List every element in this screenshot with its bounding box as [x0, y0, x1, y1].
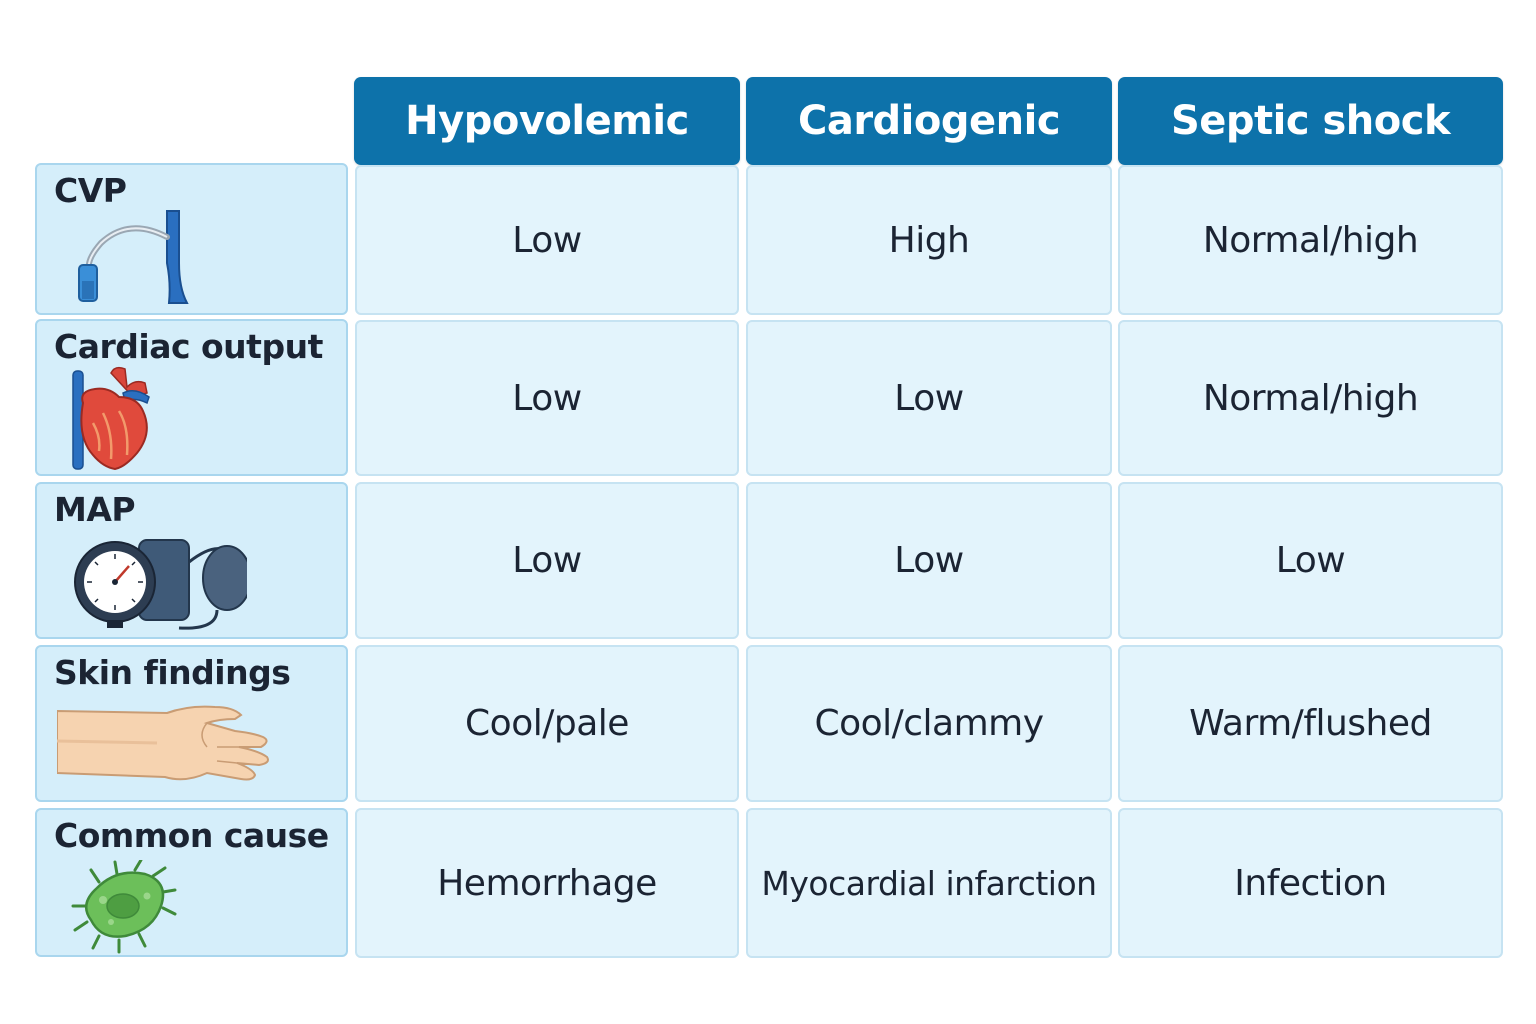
cell-cvp-hypovolemic: Low — [355, 165, 739, 315]
row-label-text: Skin findings — [54, 653, 291, 692]
row-label-common-cause: Common cause — [35, 808, 348, 957]
cell-map-septic-shock: Low — [1118, 482, 1503, 639]
cell-cardiac-output-cardiogenic: Low — [746, 320, 1112, 476]
cell-value: Cool/clammy — [814, 703, 1044, 744]
cell-value: Myocardial infarction — [761, 863, 1097, 903]
heart-icon — [72, 366, 150, 471]
hand-arm-icon — [57, 705, 269, 781]
cell-common-cause-cardiogenic: Myocardial infarction — [746, 808, 1112, 958]
cell-value: Low — [512, 540, 582, 581]
column-header-cardiogenic: Cardiogenic — [746, 77, 1112, 165]
column-header-label: Septic shock — [1170, 98, 1451, 144]
cell-cardiac-output-hypovolemic: Low — [355, 320, 739, 476]
cell-common-cause-hypovolemic: Hemorrhage — [355, 808, 739, 958]
column-header-label: Hypovolemic — [405, 98, 689, 144]
row-label-skin-findings: Skin findings — [35, 645, 348, 802]
row-label-map: MAP — [35, 482, 348, 639]
column-header-hypovolemic: Hypovolemic — [354, 77, 740, 165]
cell-common-cause-septic-shock: Infection — [1118, 808, 1503, 958]
cell-cardiac-output-septic-shock: Normal/high — [1118, 320, 1503, 476]
cell-value: Low — [512, 377, 582, 419]
cell-cvp-cardiogenic: High — [746, 165, 1112, 315]
column-header-label: Cardiogenic — [797, 98, 1061, 144]
cell-value: Infection — [1234, 862, 1387, 904]
row-label-text: CVP — [54, 171, 127, 210]
cell-skin-findings-septic-shock: Warm/flushed — [1118, 645, 1503, 802]
column-header-septic-shock: Septic shock — [1118, 77, 1503, 165]
central-line-vein-icon — [78, 210, 189, 304]
cell-skin-findings-hypovolemic: Cool/pale — [355, 645, 739, 802]
cell-value: Low — [1275, 540, 1346, 581]
row-label-cvp: CVP — [35, 163, 348, 315]
cell-value: Warm/flushed — [1189, 703, 1432, 744]
cell-value: Cool/pale — [465, 703, 629, 744]
cell-skin-findings-cardiogenic: Cool/clammy — [746, 645, 1112, 802]
cell-value: Low — [512, 219, 582, 261]
cell-value: Hemorrhage — [437, 862, 657, 904]
cell-value: Low — [894, 540, 964, 581]
cell-map-cardiogenic: Low — [746, 482, 1112, 639]
cell-value: High — [888, 219, 970, 261]
row-label-text: MAP — [54, 490, 136, 529]
cell-cvp-septic-shock: Normal/high — [1118, 165, 1503, 315]
row-label-cardiac-output: Cardiac output — [35, 319, 348, 476]
cell-value: Low — [894, 377, 964, 419]
cell-value: Normal/high — [1202, 377, 1419, 419]
bacterium-icon — [71, 860, 177, 954]
row-label-text: Common cause — [54, 816, 329, 855]
cell-map-hypovolemic: Low — [355, 482, 739, 639]
row-label-text: Cardiac output — [54, 327, 323, 366]
cell-value: Normal/high — [1202, 219, 1419, 261]
blood-pressure-cuff-icon — [74, 539, 247, 630]
